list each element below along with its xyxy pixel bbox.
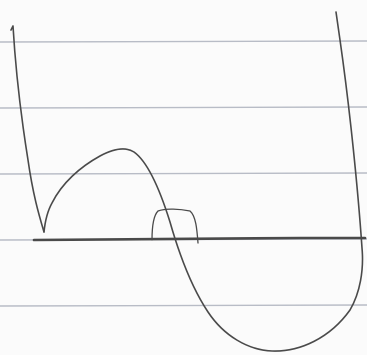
paper <box>0 0 367 355</box>
paper-rule <box>0 107 367 108</box>
paper-rule <box>0 41 367 42</box>
sketch <box>0 0 367 355</box>
page <box>0 0 367 355</box>
paper-rule <box>0 305 367 306</box>
